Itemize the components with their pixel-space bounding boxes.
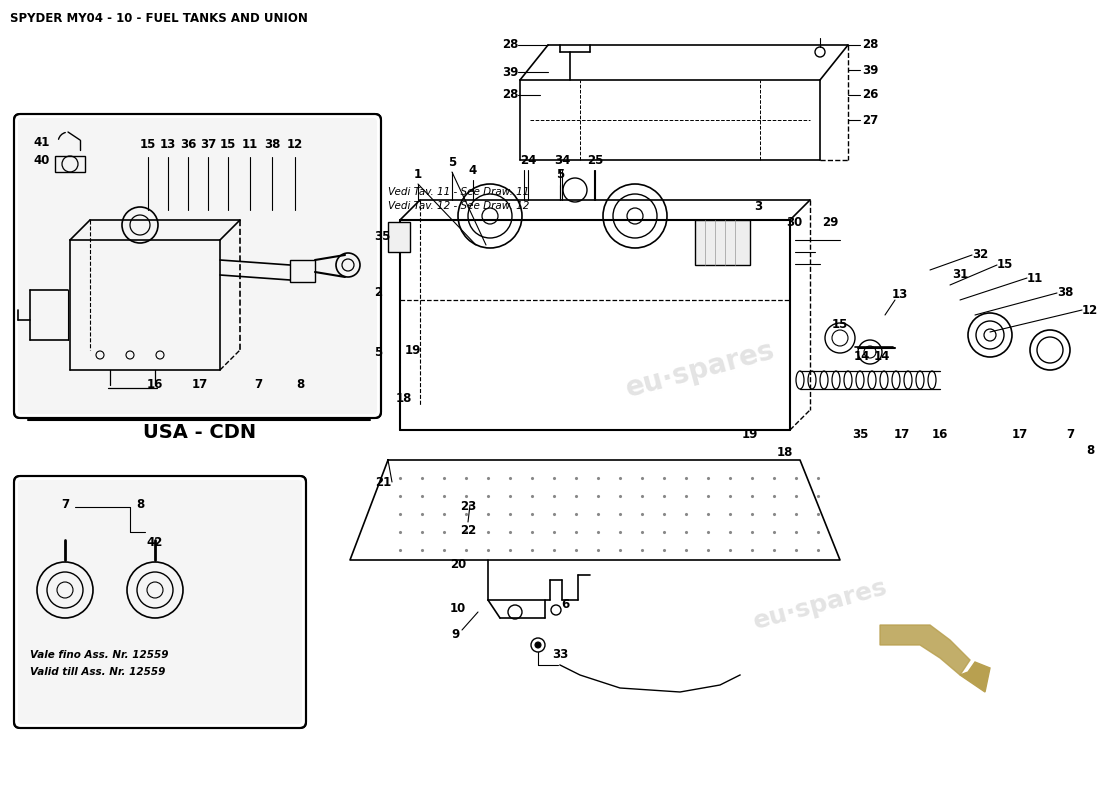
Text: 11: 11 bbox=[1027, 271, 1043, 285]
Text: 15: 15 bbox=[220, 138, 236, 151]
Text: 18: 18 bbox=[777, 446, 793, 458]
Polygon shape bbox=[960, 662, 990, 692]
Text: 7: 7 bbox=[254, 378, 262, 391]
Text: 10: 10 bbox=[450, 602, 466, 614]
Text: 8: 8 bbox=[1086, 443, 1094, 457]
Bar bbox=[388, 222, 410, 252]
Text: 11: 11 bbox=[242, 138, 258, 151]
Text: 19: 19 bbox=[741, 429, 758, 442]
Text: 22: 22 bbox=[460, 523, 476, 537]
Text: 32: 32 bbox=[972, 249, 988, 262]
Text: 30: 30 bbox=[785, 215, 802, 229]
Text: SPYDER MY04 - 10 - FUEL TANKS AND UNION: SPYDER MY04 - 10 - FUEL TANKS AND UNION bbox=[10, 12, 308, 25]
Bar bbox=[55, 156, 85, 172]
Text: 26: 26 bbox=[861, 89, 878, 102]
FancyBboxPatch shape bbox=[14, 114, 381, 418]
Text: 36: 36 bbox=[179, 138, 196, 151]
Text: eu·spares: eu·spares bbox=[187, 246, 343, 314]
Text: 40: 40 bbox=[34, 154, 51, 166]
Text: 8: 8 bbox=[136, 498, 144, 511]
Text: 17: 17 bbox=[191, 378, 208, 391]
Text: 34: 34 bbox=[553, 154, 570, 166]
Text: Vedi Tav. 11 - See Draw. 11: Vedi Tav. 11 - See Draw. 11 bbox=[388, 187, 529, 197]
Circle shape bbox=[535, 642, 541, 648]
Bar bbox=[695, 220, 750, 265]
Text: 21: 21 bbox=[375, 475, 392, 489]
Text: 15: 15 bbox=[832, 318, 848, 331]
Text: 25: 25 bbox=[586, 154, 603, 166]
Text: 18: 18 bbox=[396, 391, 412, 405]
Text: 3: 3 bbox=[754, 201, 762, 214]
Text: 29: 29 bbox=[822, 215, 838, 229]
Text: 35: 35 bbox=[374, 230, 390, 243]
Text: 14: 14 bbox=[873, 350, 890, 362]
Text: 15: 15 bbox=[997, 258, 1013, 271]
Text: 39: 39 bbox=[502, 66, 518, 78]
Text: 19: 19 bbox=[405, 343, 421, 357]
Text: 42: 42 bbox=[146, 535, 163, 549]
Text: 16: 16 bbox=[932, 429, 948, 442]
Polygon shape bbox=[880, 625, 970, 675]
Text: eu·spares: eu·spares bbox=[623, 337, 778, 403]
Text: 7: 7 bbox=[1066, 429, 1074, 442]
Text: 37: 37 bbox=[200, 138, 216, 151]
Text: 17: 17 bbox=[894, 429, 910, 442]
Text: 41: 41 bbox=[34, 135, 51, 149]
Text: 28: 28 bbox=[502, 89, 518, 102]
Text: 14: 14 bbox=[854, 350, 870, 362]
Text: 38: 38 bbox=[1057, 286, 1074, 299]
Text: 12: 12 bbox=[1082, 303, 1098, 317]
Text: 5: 5 bbox=[448, 155, 456, 169]
Text: 20: 20 bbox=[450, 558, 466, 571]
Text: USA - CDN: USA - CDN bbox=[143, 423, 256, 442]
Text: 13: 13 bbox=[160, 138, 176, 151]
Text: Vedi Tav. 12 - See Draw. 12: Vedi Tav. 12 - See Draw. 12 bbox=[388, 201, 529, 211]
Text: 28: 28 bbox=[861, 38, 878, 51]
FancyBboxPatch shape bbox=[18, 480, 303, 724]
Text: Vale fino Ass. Nr. 12559: Vale fino Ass. Nr. 12559 bbox=[30, 650, 168, 660]
Text: 5: 5 bbox=[556, 169, 564, 182]
Text: 13: 13 bbox=[892, 289, 909, 302]
Text: 28: 28 bbox=[502, 38, 518, 51]
Text: 23: 23 bbox=[460, 499, 476, 513]
Bar bbox=[290, 260, 315, 282]
Text: 1: 1 bbox=[414, 167, 422, 181]
Text: 5: 5 bbox=[374, 346, 382, 358]
Text: 17: 17 bbox=[1012, 429, 1028, 442]
Text: 33: 33 bbox=[552, 649, 568, 662]
Text: 27: 27 bbox=[862, 114, 878, 126]
FancyBboxPatch shape bbox=[14, 476, 306, 728]
Text: 12: 12 bbox=[287, 138, 304, 151]
Text: 31: 31 bbox=[952, 269, 968, 282]
FancyBboxPatch shape bbox=[18, 118, 377, 414]
Text: 38: 38 bbox=[264, 138, 280, 151]
Text: 24: 24 bbox=[520, 154, 536, 166]
Text: 16: 16 bbox=[146, 378, 163, 391]
Text: 2: 2 bbox=[374, 286, 382, 298]
Text: 4: 4 bbox=[469, 163, 477, 177]
Text: 35: 35 bbox=[851, 429, 868, 442]
Text: 9: 9 bbox=[451, 629, 459, 642]
Text: 7: 7 bbox=[60, 498, 69, 511]
Text: eu·spares: eu·spares bbox=[750, 575, 890, 634]
Text: 39: 39 bbox=[861, 63, 878, 77]
Text: Valid till Ass. Nr. 12559: Valid till Ass. Nr. 12559 bbox=[30, 667, 165, 677]
Text: 15: 15 bbox=[140, 138, 156, 151]
Text: 8: 8 bbox=[296, 378, 304, 391]
Text: 6: 6 bbox=[561, 598, 569, 611]
